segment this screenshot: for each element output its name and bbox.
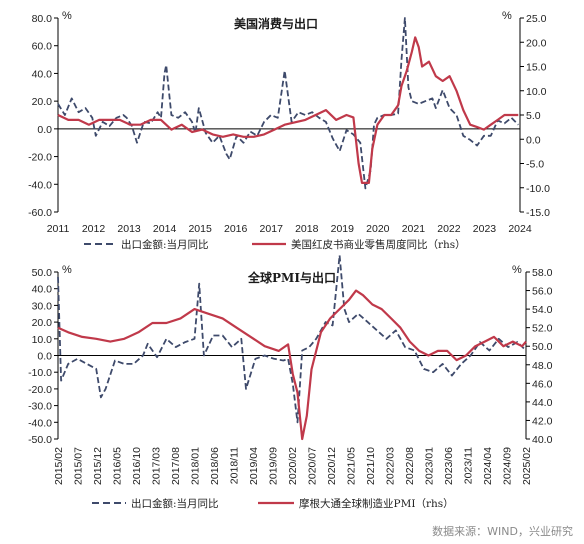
y-tick-label-right: 44.0 — [532, 397, 553, 409]
y-tick-label-left: 40.0 — [32, 284, 53, 296]
y-tick-label-right: 15.0 — [526, 62, 547, 74]
y-tick-label-left: 0.0 — [37, 124, 52, 136]
y-tick-label-left: 0.0 — [37, 351, 52, 363]
left-unit-label: % — [62, 264, 72, 276]
x-tick-label: 2020/07 — [307, 447, 319, 485]
plot-area: 80.0 60.0 40.0 20.0 0.0 -20.0 -40.0 -60.0 25.0 20… — [28, 13, 550, 235]
y-tick-label-left: 60.0 — [32, 41, 53, 53]
series-line-exports — [57, 17, 519, 190]
x-tick-label: 2012 — [82, 223, 106, 235]
x-tick-label: 2016/05 — [112, 447, 124, 485]
y-tick-label-right: 40.0 — [532, 434, 553, 446]
y-tick-label-left: -40.0 — [28, 179, 52, 191]
x-tick-label: 2024/09 — [502, 447, 514, 485]
y-tick-label-right: -10.0 — [526, 183, 550, 195]
y-tick-label-right: 42.0 — [532, 415, 553, 427]
x-tick-label: 2023/11 — [463, 447, 475, 484]
x-tick-label: 2015/07 — [73, 447, 85, 485]
right-unit-label: % — [502, 10, 512, 22]
x-tick-label: 2015/12 — [92, 447, 104, 485]
y-tick-label-left: -20.0 — [28, 152, 52, 164]
legend: 出口金额:当月同比 摩根大通全球制造业PMI（rhs） — [92, 497, 454, 510]
y-tick-label-left: -60.0 — [28, 207, 52, 219]
x-tick-label: 2016 — [224, 223, 248, 235]
right-unit-label: % — [512, 264, 522, 276]
y-tick-label-left: -30.0 — [28, 401, 52, 413]
x-tick-label: 2023/06 — [443, 447, 455, 485]
x-tick-label: 2017/08 — [170, 447, 182, 485]
y-tick-label-left: -50.0 — [28, 434, 52, 446]
plot-area: 50.0 40.0 30.0 20.0 10.0 0.0 -10.0 -20.0 -30.0 -4… — [28, 254, 553, 485]
x-tick-label: 2019/04 — [248, 447, 260, 485]
chart-top: 美国消费与出口 % % 80.0 60.0 40.0 20.0 0.0 -20.0 -40.… — [28, 10, 550, 251]
legend-label: 出口金额:当月同比 — [131, 497, 219, 510]
x-tick-label: 2024 — [508, 223, 532, 235]
x-tick-label: 2022/03 — [385, 447, 397, 485]
x-tick-label: 2022 — [437, 223, 461, 235]
legend-label: 美国红皮书商业零售周度同比（rhs） — [291, 238, 466, 251]
x-tick-label: 2018/06 — [209, 447, 221, 485]
x-tick-label: 2019 — [331, 223, 355, 235]
y-tick-label-left: 80.0 — [32, 13, 53, 25]
x-tick-label: 2018 — [295, 223, 319, 235]
x-tick-label: 2018/11 — [229, 447, 241, 484]
x-tick-label: 2023/01 — [424, 447, 436, 485]
y-tick-label-left: 30.0 — [32, 300, 53, 312]
x-tick-label: 2021/05 — [346, 447, 358, 485]
legend: 出口金额:当月同比 美国红皮书商业零售周度同比（rhs） — [84, 238, 466, 251]
y-tick-label-right: 0.0 — [526, 134, 541, 146]
legend-label: 摩根大通全球制造业PMI（rhs） — [299, 497, 454, 510]
y-tick-label-right: 5.0 — [526, 110, 541, 122]
series-line-exports — [57, 254, 527, 424]
x-tick-label: 2024/04 — [482, 447, 494, 485]
y-tick-label-right: -15.0 — [526, 207, 550, 219]
y-tick-label-right: -5.0 — [526, 159, 544, 171]
x-tick-label: 2013 — [117, 223, 141, 235]
chart-title: 全球PMI与出口 — [247, 270, 336, 285]
y-tick-label-right: 54.0 — [532, 304, 553, 316]
y-tick-label-right: 50.0 — [532, 341, 553, 353]
y-tick-label-left: 10.0 — [32, 334, 53, 346]
x-tick-label: 2025/02 — [521, 447, 533, 485]
left-unit-label: % — [62, 10, 72, 22]
x-tick-label: 2014 — [153, 223, 177, 235]
x-tick-label: 2019/09 — [268, 447, 280, 485]
x-tick-label: 2020/12 — [326, 447, 338, 485]
x-tick-label: 2015/02 — [53, 447, 65, 485]
y-tick-label-right: 10.0 — [526, 86, 547, 98]
x-tick-label: 2020/02 — [287, 447, 299, 485]
x-tick-label: 2018/01 — [190, 447, 202, 485]
x-tick-label: 2011 — [47, 223, 70, 235]
y-tick-label-right: 48.0 — [532, 360, 553, 372]
x-tick-label: 2020 — [366, 223, 390, 235]
x-tick-label: 2016/10 — [131, 447, 143, 485]
chart-title: 美国消费与出口 — [234, 16, 318, 31]
y-tick-label-right: 25.0 — [526, 13, 547, 25]
x-tick-label: 2021 — [402, 223, 426, 235]
y-tick-label-left: 20.0 — [32, 317, 53, 329]
y-tick-label-right: 46.0 — [532, 378, 553, 390]
x-tick-label: 2022/08 — [404, 447, 416, 485]
legend-label: 出口金额:当月同比 — [121, 238, 209, 251]
y-tick-label-left: 20.0 — [32, 96, 53, 108]
y-tick-label-right: 52.0 — [532, 323, 553, 335]
x-tick-label: 2023 — [473, 223, 497, 235]
series-line-rhs — [57, 289, 527, 441]
y-tick-label-left: -10.0 — [28, 367, 52, 379]
y-tick-label-right: 20.0 — [526, 37, 547, 49]
x-tick-label: 2021/10 — [365, 447, 377, 485]
x-tick-label: 2017/03 — [151, 447, 163, 485]
chart-bottom: 全球PMI与出口 % % 50.0 40.0 30.0 20.0 10.0 0.0 -10.… — [28, 254, 553, 510]
series-line-rhs — [57, 36, 519, 184]
y-tick-label-left: -40.0 — [28, 417, 52, 429]
y-tick-label-right: 56.0 — [532, 286, 553, 298]
y-tick-label-left: -20.0 — [28, 384, 52, 396]
y-tick-label-right: 58.0 — [532, 267, 553, 279]
x-tick-label: 2017 — [260, 223, 284, 235]
x-tick-label: 2015 — [188, 223, 212, 235]
y-tick-label-left: 50.0 — [32, 267, 53, 279]
source-note: 数据来源：WIND，兴业研究 — [432, 524, 573, 538]
y-tick-label-left: 40.0 — [32, 68, 53, 80]
